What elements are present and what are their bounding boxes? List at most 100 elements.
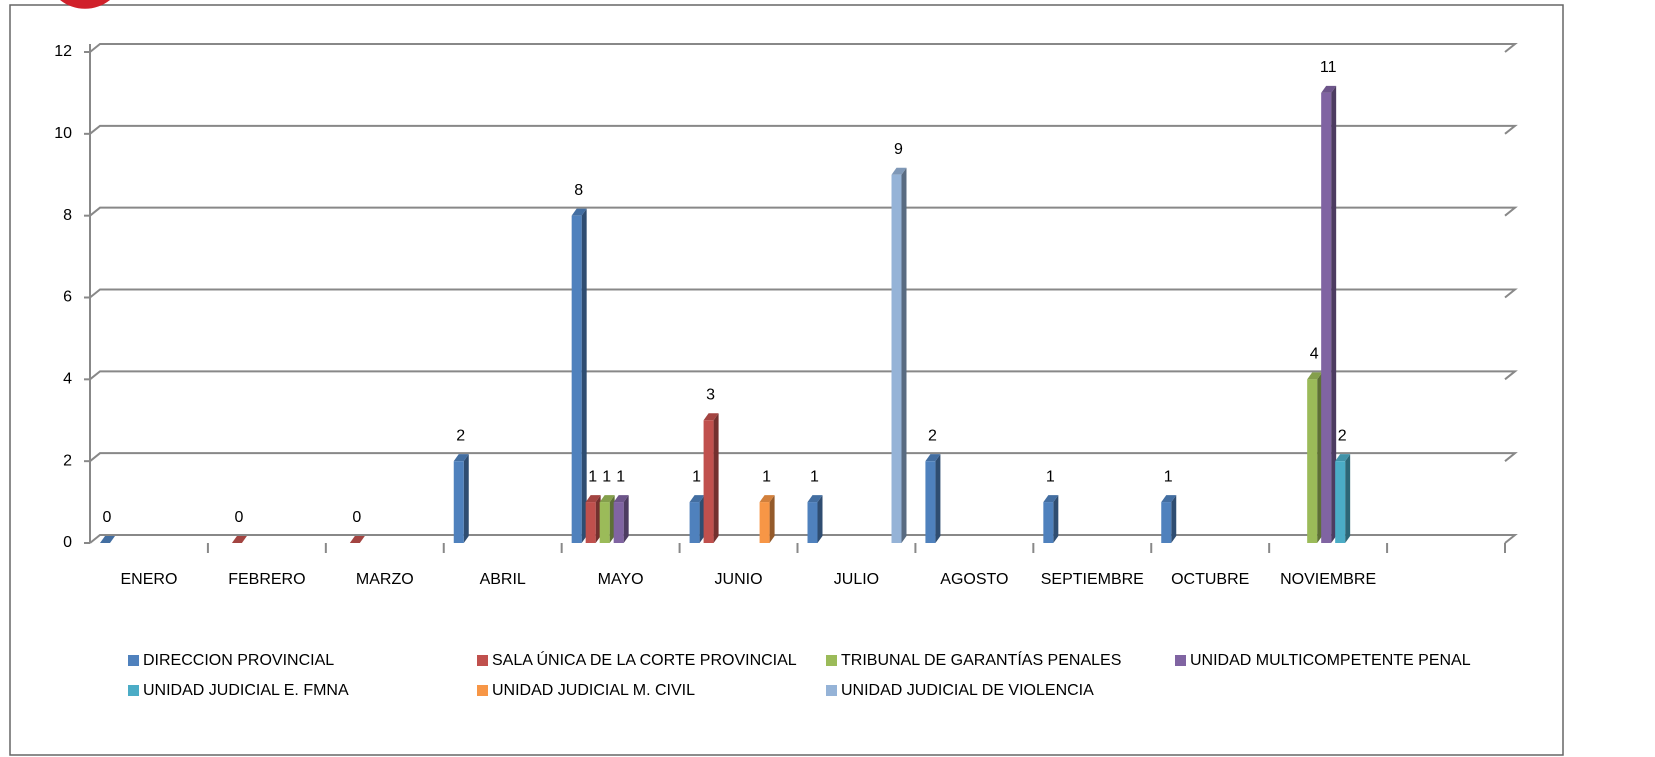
- bar: [599, 502, 610, 543]
- bar-side: [713, 413, 719, 543]
- bar-top: [925, 454, 941, 462]
- y-tick-label: 0: [63, 534, 72, 551]
- legend-swatch: [477, 685, 488, 696]
- grid-line: [89, 206, 1518, 217]
- legend-label: DIRECCION PROVINCIAL: [143, 652, 334, 669]
- data-label: 1: [692, 468, 701, 485]
- grid-line: [89, 370, 1518, 381]
- data-label: 1: [810, 468, 819, 485]
- bar: [1321, 92, 1332, 544]
- grid-line: [89, 43, 1518, 53]
- legend-swatch: [826, 685, 837, 696]
- bar: [759, 502, 770, 543]
- data-label: 1: [616, 468, 625, 485]
- data-label: 0: [352, 509, 361, 526]
- bar: [1043, 502, 1054, 543]
- legend-swatch: [128, 685, 139, 696]
- bar-top: [759, 495, 775, 503]
- bar-top: [613, 495, 629, 503]
- data-label: 2: [456, 427, 465, 444]
- y-tick-label: 4: [63, 371, 72, 388]
- bar-side: [901, 167, 907, 543]
- x-tick-label: OCTUBRE: [1171, 571, 1249, 588]
- bar-top: [807, 495, 823, 503]
- y-tick-label: 8: [63, 207, 72, 224]
- bar-top: [1335, 454, 1351, 462]
- data-label: 4: [1310, 346, 1319, 363]
- data-label: 1: [1046, 468, 1055, 485]
- bar-top: [349, 536, 365, 543]
- legend-label: UNIDAD MULTICOMPETENTE PENAL: [1190, 652, 1471, 669]
- y-tick-label: 12: [54, 43, 72, 60]
- bar-top: [689, 495, 705, 503]
- data-label: 0: [234, 509, 243, 526]
- bar-top: [1307, 372, 1323, 380]
- bar-top: [599, 495, 615, 503]
- y-tick-label: 2: [63, 452, 72, 469]
- legend-swatch: [826, 655, 837, 666]
- bar-top: [100, 536, 115, 543]
- bar-side: [609, 495, 615, 543]
- bar: [585, 502, 596, 543]
- x-tick-label: ABRIL: [480, 571, 526, 588]
- bar: [703, 420, 714, 543]
- bar-top: [585, 495, 601, 503]
- grid-line: [89, 288, 1518, 299]
- data-label: 3: [706, 386, 715, 403]
- bar: [891, 174, 902, 543]
- x-tick-label: FEBRERO: [228, 571, 305, 588]
- data-label: 9: [894, 141, 903, 158]
- data-label: 1: [588, 468, 597, 485]
- bar-top: [1043, 495, 1059, 503]
- data-label: 1: [602, 468, 611, 485]
- bar-side: [1345, 454, 1351, 543]
- legend-swatch: [128, 655, 139, 666]
- x-tick-label: ENERO: [121, 571, 178, 588]
- legend-swatch: [477, 655, 488, 666]
- data-label: 0: [103, 509, 112, 526]
- legend-label: UNIDAD JUDICIAL E. FMNA: [143, 682, 349, 699]
- bar-top: [453, 454, 469, 462]
- x-tick-label: AGOSTO: [940, 571, 1008, 588]
- bar-side: [1053, 495, 1059, 543]
- bar-side: [1171, 495, 1177, 543]
- x-tick-label: JUNIO: [715, 571, 763, 588]
- x-tick-label: NOVIEMBRE: [1280, 571, 1376, 588]
- grid-line: [89, 452, 1518, 462]
- bar-top: [231, 536, 247, 543]
- bar-top: [703, 413, 719, 421]
- bar-side: [1317, 372, 1323, 543]
- data-label: 1: [762, 468, 771, 485]
- grid-line: [89, 124, 1518, 135]
- logo: [60, 0, 110, 9]
- data-label: 2: [1338, 427, 1347, 444]
- data-label: 1: [1164, 468, 1173, 485]
- legend-label: SALA ÚNICA DE LA CORTE PROVINCIAL: [492, 650, 797, 669]
- y-tick-label: 6: [63, 289, 72, 306]
- bar: [689, 502, 700, 543]
- legend-label: UNIDAD JUDICIAL M. CIVIL: [492, 682, 695, 699]
- bar-side: [935, 454, 941, 543]
- bar-top: [891, 167, 907, 175]
- x-tick-label: SEPTIEMBRE: [1041, 571, 1144, 588]
- y-tick-label: 10: [54, 125, 72, 142]
- bar: [1307, 379, 1318, 543]
- legend-label: UNIDAD JUDICIAL DE VIOLENCIA: [841, 682, 1094, 699]
- bar-side: [769, 495, 775, 543]
- bar-top: [1321, 85, 1337, 93]
- bar-side: [699, 495, 705, 543]
- bar: [925, 461, 936, 543]
- bar: [613, 502, 624, 543]
- x-tick-label: MAYO: [598, 571, 644, 588]
- x-tick-label: MARZO: [356, 571, 414, 588]
- bar: [1161, 502, 1172, 543]
- bar-side: [463, 454, 469, 543]
- bar-side: [623, 495, 629, 543]
- bar: [571, 215, 582, 543]
- data-label: 8: [574, 182, 583, 199]
- bar-side: [595, 495, 601, 543]
- bar: [807, 502, 818, 543]
- bar: [1335, 461, 1346, 543]
- bar-top: [571, 208, 587, 216]
